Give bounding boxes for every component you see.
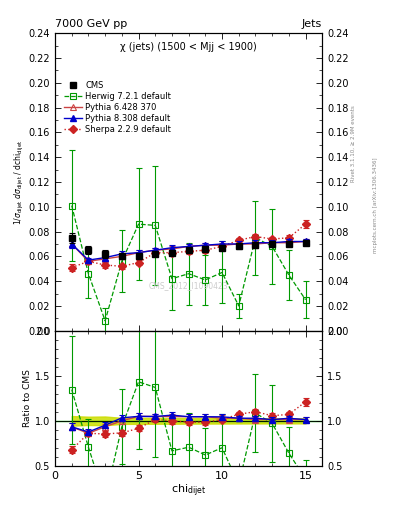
Text: Jets: Jets: [302, 19, 322, 29]
Text: mcplots.cern.ch [arXiv:1306.3436]: mcplots.cern.ch [arXiv:1306.3436]: [373, 157, 378, 252]
X-axis label: chi$_{\rm dijet}$: chi$_{\rm dijet}$: [171, 482, 206, 499]
Text: CMS_2012_I1090423: CMS_2012_I1090423: [149, 282, 228, 291]
Text: χ (jets) (1500 < Mjj < 1900): χ (jets) (1500 < Mjj < 1900): [120, 42, 257, 52]
Y-axis label: Ratio to CMS: Ratio to CMS: [23, 369, 32, 427]
Legend: CMS, Herwig 7.2.1 default, Pythia 6.428 370, Pythia 8.308 default, Sherpa 2.2.9 : CMS, Herwig 7.2.1 default, Pythia 6.428 …: [62, 79, 173, 136]
Text: Rivet 3.1.10, ≥ 2.9M events: Rivet 3.1.10, ≥ 2.9M events: [351, 105, 356, 182]
Text: 7000 GeV pp: 7000 GeV pp: [55, 19, 127, 29]
Y-axis label: $1/\sigma_{\rm dijet}\ d\sigma_{\rm dijet}\ /\ {\rm dchi}_{\rm dijet}$: $1/\sigma_{\rm dijet}\ d\sigma_{\rm dije…: [13, 139, 26, 225]
